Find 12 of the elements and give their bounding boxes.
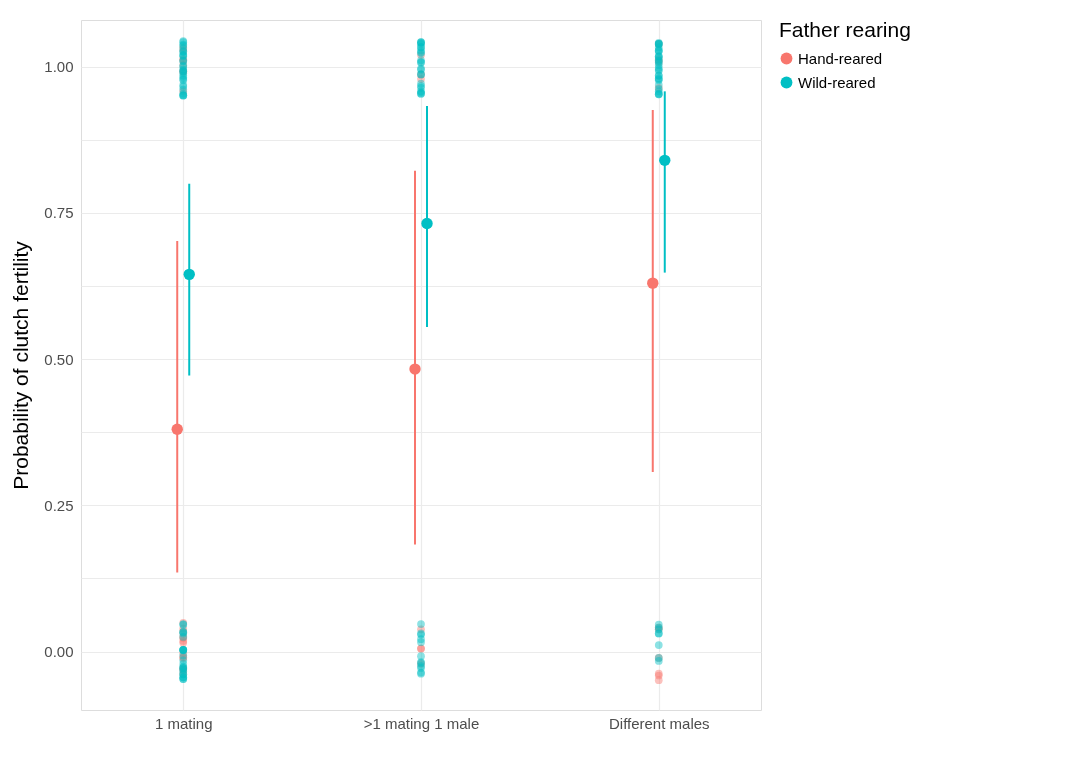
y-tick-label: 0.75 — [44, 204, 74, 222]
legend-title: Father rearing — [779, 18, 911, 41]
y-tick-label: 1.00 — [44, 58, 74, 76]
legend-label: Wild-reared — [798, 73, 876, 91]
y-tick-label: 0.00 — [44, 643, 74, 661]
y-tick-label: 0.25 — [44, 496, 74, 514]
x-tick-label: 1 mating — [154, 714, 213, 732]
y-tick-label: 0.50 — [44, 350, 74, 368]
y-axis-title: Probability of clutch fertility — [9, 240, 33, 490]
legend-label: Hand-reared — [798, 49, 883, 67]
x-tick-label: >1 mating 1 male — [363, 714, 480, 732]
x-tick-label: Different males — [608, 714, 710, 732]
